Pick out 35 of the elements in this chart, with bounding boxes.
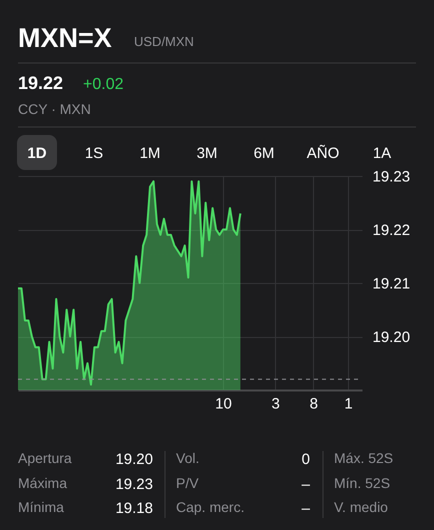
text: Máxima [18,475,68,491]
text: Mín. 52S [334,475,390,491]
x-tick-label: 3 [271,396,280,412]
text: V. medio [334,499,388,515]
text: 1M [140,145,160,162]
y-tick-label: 19.20 [372,329,410,346]
text: 1S [84,145,104,162]
y-tick-label: 19.23 [372,168,410,186]
y-tick-label: 19.21 [372,276,410,292]
text: – [302,500,311,517]
text: 6M [254,145,274,162]
text: AÑO [306,144,340,162]
text: 1D [27,145,47,162]
text: +0.02 [83,76,124,93]
chart-subtitle: USD/MXN [134,34,194,49]
text: Mínima [18,499,64,515]
text: Apertura [18,450,72,466]
text: Vol. [176,450,200,466]
x-tick-label: 8 [310,396,318,412]
x-tick-label: 10 [215,396,232,412]
text: CCY · MXN [18,101,91,117]
text: Cap. merc. [176,499,244,515]
y-tick-label: 19.22 [372,222,410,239]
chart-title: MXN=X [18,23,112,53]
text: Máx. 52S [334,450,394,466]
text: – [302,476,311,493]
text: 19.18 [115,500,153,517]
text: 3M [196,145,218,162]
text: 1A [372,145,392,162]
x-tick-label: 1 [344,396,353,412]
text: 19.23 [115,476,153,493]
text: 19.20 [115,451,153,468]
text: 19.22 [18,73,64,93]
text: P/V [176,475,200,491]
text: 0 [302,451,310,468]
